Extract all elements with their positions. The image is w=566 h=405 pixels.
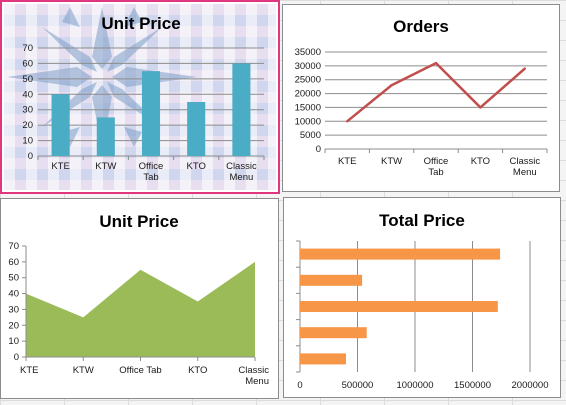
y-tick-label: 0	[14, 352, 19, 363]
x-tick-label: Menu	[513, 167, 537, 178]
series-line	[346, 61, 526, 123]
x-tick-label: KTO	[187, 161, 206, 172]
bar	[141, 71, 161, 156]
data-point	[346, 120, 349, 123]
x-tick-label: KTE	[20, 365, 38, 376]
y-tick-label: 30000	[295, 61, 321, 72]
y-tick-label: 40	[22, 89, 33, 100]
x-tick-label: Menu	[245, 376, 269, 387]
y-tick-label: 0	[316, 144, 321, 155]
data-point	[390, 84, 393, 87]
chart-background-picture	[4, 4, 276, 190]
x-tick-label: 1000000	[397, 380, 434, 391]
orders-line-chart[interactable]: Orders 0 5000 10000 15000 20000 25000 30000 350…	[282, 4, 560, 192]
y-tick-label: 35000	[295, 47, 321, 58]
y-tick-label: 60	[22, 58, 33, 69]
y-tick-label: 5000	[300, 130, 321, 141]
y-tick-label: 70	[8, 241, 19, 252]
unit-price-area-plot: Unit Price 0 10 20 30 40 50 60 70 KTE KTW Office T…	[8, 212, 269, 387]
y-tick-label: 20	[8, 320, 19, 331]
y-tick-label: 50	[22, 74, 33, 85]
chart-title: Unit Price	[101, 14, 180, 33]
x-tick-label: Office	[139, 161, 164, 172]
x-tick-label: Office	[424, 156, 449, 167]
y-tick-label: 10	[22, 136, 33, 147]
x-tick-label: 2000000	[512, 380, 549, 391]
x-tick-label: KTO	[471, 156, 490, 167]
bar	[300, 274, 363, 286]
y-tick-label: 20000	[295, 89, 321, 100]
bar	[51, 94, 70, 156]
x-tick-label: Tab	[428, 167, 443, 178]
y-tick-label: 50	[8, 273, 19, 284]
y-tick-label: 0	[28, 151, 33, 162]
chart-title: Total Price	[379, 211, 465, 230]
y-tick-label: 25000	[295, 75, 321, 86]
total-price-bar-plot: Total Price 0 500000 1000000 1500000 2000000	[296, 211, 549, 391]
x-tick-label: KTE	[338, 156, 356, 167]
y-tick-label: 20	[22, 120, 33, 131]
y-tick-label: 15000	[295, 102, 321, 113]
area-series	[26, 261, 255, 357]
bar	[300, 300, 498, 313]
x-tick-label: Office Tab	[119, 365, 161, 376]
orders-line-plot: Orders 0 5000 10000 15000 20000 25000 30000 350…	[295, 17, 548, 178]
y-tick-label: 10	[8, 336, 19, 347]
data-point	[523, 67, 526, 70]
bar	[300, 327, 367, 339]
x-tick-label: 500000	[342, 380, 374, 391]
x-tick-label: 0	[297, 380, 302, 391]
unit-price-area-chart[interactable]: Unit Price 0 10 20 30 40 50 60 70 KTE KTW Office T…	[0, 198, 279, 399]
x-tick-label: 1500000	[454, 380, 491, 391]
x-tick-label: KTW	[381, 156, 402, 167]
x-tick-label: KTW	[73, 365, 94, 376]
y-tick-label: 10000	[295, 116, 321, 127]
x-tick-label: Classic	[509, 156, 540, 167]
bar	[300, 353, 346, 365]
y-tick-label: 40	[8, 289, 19, 300]
data-point	[434, 61, 438, 65]
x-tick-label: KTW	[95, 161, 116, 172]
data-point	[479, 106, 482, 109]
x-tick-label: KTE	[51, 161, 69, 172]
x-tick-label: Classic	[238, 365, 269, 376]
bar	[96, 117, 115, 156]
y-tick-label: 30	[22, 105, 33, 116]
x-tick-label: Menu	[230, 172, 254, 183]
bar	[300, 248, 501, 260]
y-tick-label: 70	[22, 43, 33, 54]
total-price-bar-chart[interactable]: Total Price 0 500000 1000000 1500000 2000000	[283, 197, 561, 398]
x-tick-label: KTO	[188, 365, 207, 376]
unit-price-bar-plot: Unit Price 0 10 20 30 40 50 60 70 KTE KTW OfficeTa…	[22, 14, 265, 183]
bar	[232, 63, 251, 156]
x-tick-label: Tab	[143, 172, 158, 183]
y-tick-label: 30	[8, 304, 19, 315]
x-tick-label: Classic	[226, 161, 257, 172]
unit-price-bar-chart[interactable]: Unit Price 0 10 20 30 40 50 60 70 KTE KTW Office Ta…	[0, 0, 280, 194]
y-tick-label: 60	[8, 257, 19, 268]
bar	[187, 102, 206, 156]
chart-title: Unit Price	[99, 212, 178, 231]
chart-title: Orders	[393, 17, 449, 36]
